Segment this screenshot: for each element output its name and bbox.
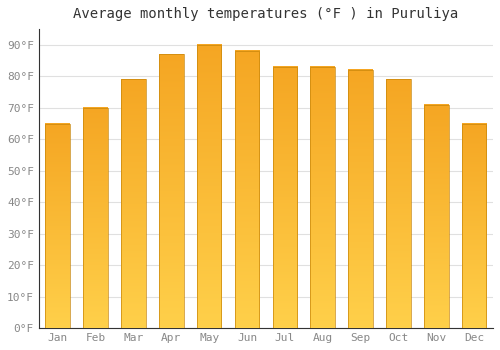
Bar [197, 45, 222, 328]
Bar [121, 79, 146, 328]
Bar [386, 79, 410, 328]
Bar [310, 67, 335, 328]
Bar [424, 105, 448, 328]
Bar [234, 51, 260, 328]
Bar [84, 108, 108, 328]
Bar [462, 124, 486, 328]
Bar [348, 70, 373, 328]
Bar [159, 54, 184, 328]
Bar [272, 67, 297, 328]
Bar [46, 124, 70, 328]
Title: Average monthly temperatures (°F ) in Puruliya: Average monthly temperatures (°F ) in Pu… [74, 7, 458, 21]
